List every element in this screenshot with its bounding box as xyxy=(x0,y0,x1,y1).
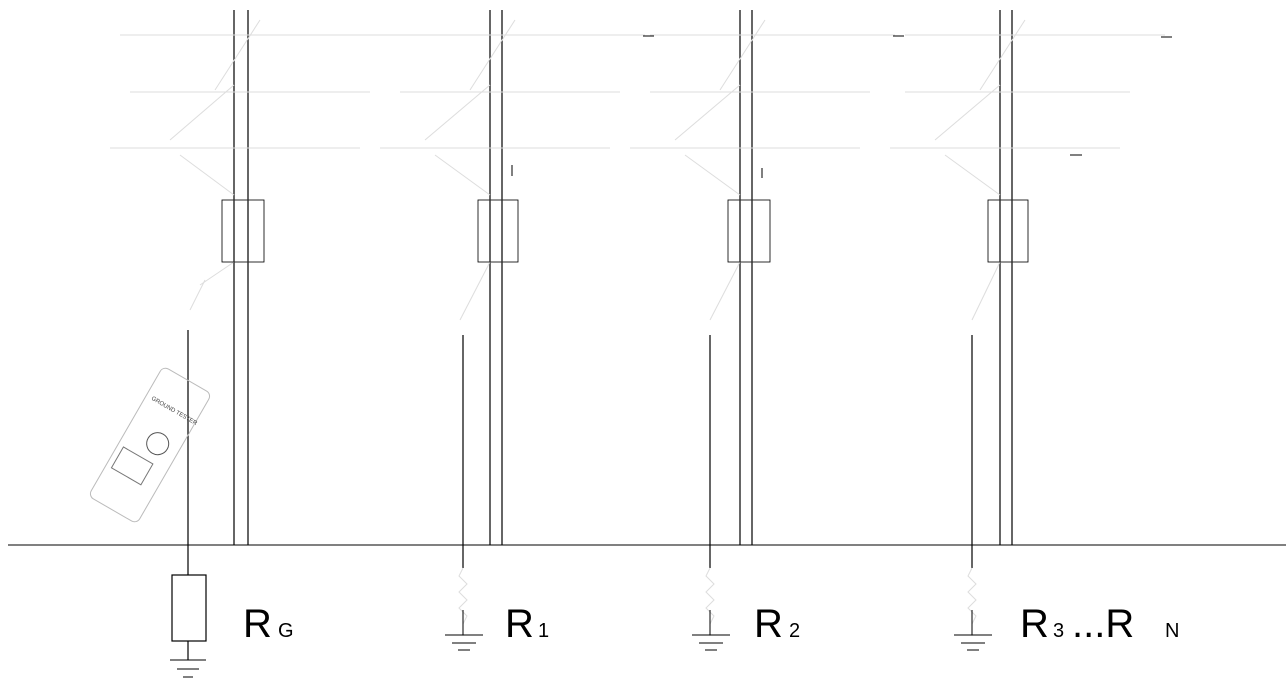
ground-symbol-r3 xyxy=(954,634,992,651)
meter-display xyxy=(110,446,154,486)
label-r3-sub: 3 xyxy=(1053,620,1064,642)
meter-body xyxy=(89,367,211,523)
ground-symbol-rg xyxy=(170,659,206,678)
ground-symbol-r1 xyxy=(445,634,483,651)
label-r3-main: R xyxy=(1020,602,1049,646)
pole-4-box-edge xyxy=(987,199,1029,263)
pole-group-2: R 1 xyxy=(380,10,654,651)
label-r2-sub: 2 xyxy=(789,620,800,642)
label-rg-main: R xyxy=(243,602,272,646)
label-rg-sub: G xyxy=(278,620,294,642)
resistor-r3 xyxy=(967,567,977,636)
ground-symbol-r2 xyxy=(692,634,730,651)
resistor-r1 xyxy=(458,567,468,636)
label-r2-main: R xyxy=(754,602,783,646)
pole-3-box-edge xyxy=(727,199,771,263)
label-r1-main: R xyxy=(505,602,534,646)
ground-tester-meter: GROUND TESTER xyxy=(89,367,211,523)
pole-group-3: R 2 xyxy=(630,10,904,651)
pole-group-4: R 3 ...R N xyxy=(890,10,1179,651)
meter-label: GROUND TESTER xyxy=(150,396,199,427)
resistor-rg xyxy=(171,574,207,642)
pole-1-faint-hardware xyxy=(110,19,390,311)
label-r1-sub: 1 xyxy=(538,620,549,642)
pole-4-faint-hardware xyxy=(890,19,1165,321)
label-rn-main: ...R xyxy=(1072,602,1134,646)
label-rn-sub: N xyxy=(1165,620,1179,642)
meter-dial xyxy=(146,432,170,456)
resistor-r2 xyxy=(705,567,715,636)
pole-1-box-edge xyxy=(221,199,265,263)
pole-group-1: R G xyxy=(110,10,402,678)
pole-2-box-edge xyxy=(477,199,519,263)
